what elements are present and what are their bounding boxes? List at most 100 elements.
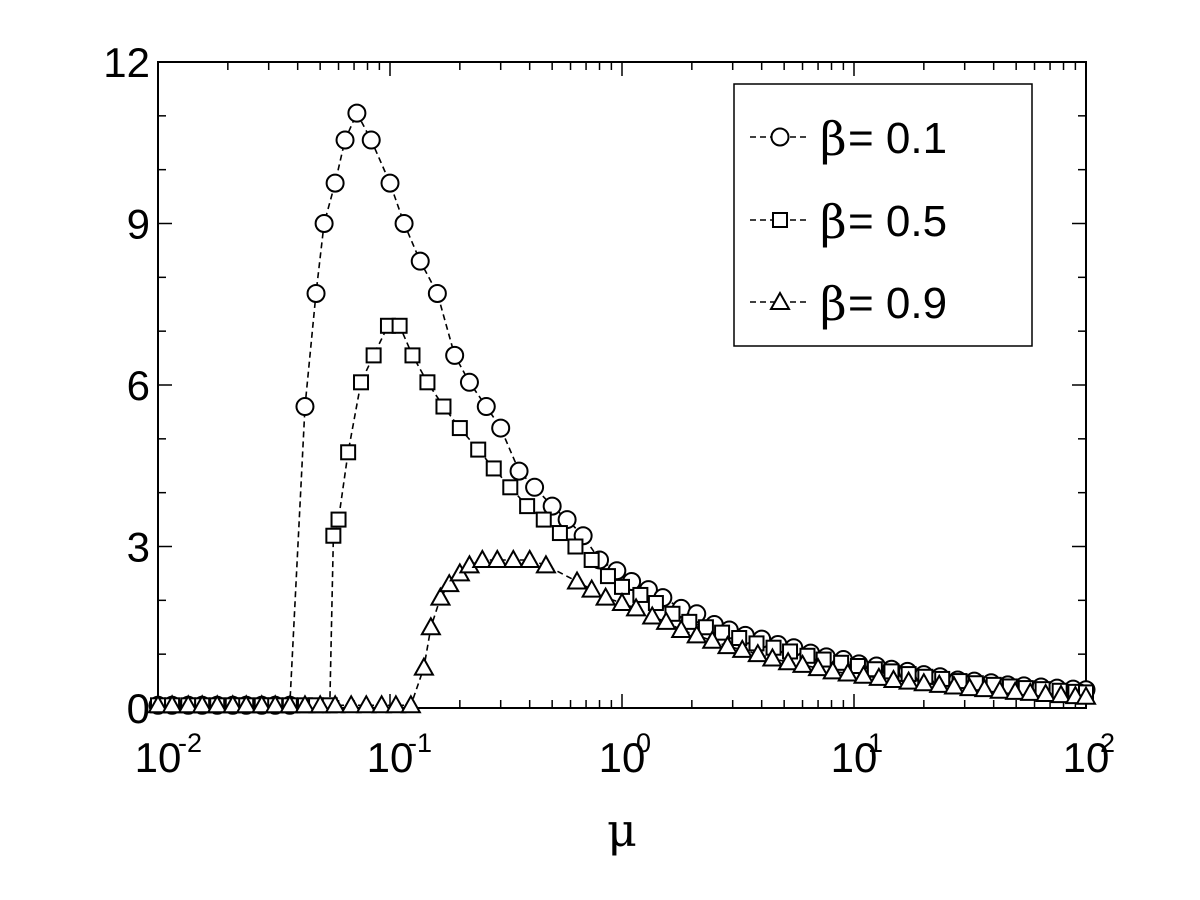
y-tick-label: 0 <box>127 685 150 732</box>
legend-marker-3 <box>769 290 791 310</box>
data-point-series-2 <box>551 525 568 542</box>
data-point-series-3 <box>791 653 814 673</box>
x-tick-exponent: 0 <box>636 728 651 758</box>
data-point-series-1 <box>335 130 355 150</box>
x-tick-label: 10 <box>831 734 878 781</box>
data-point-series-3 <box>1050 684 1072 704</box>
legend-label-2: = 0.5 <box>848 197 947 246</box>
data-point-series-3 <box>716 635 739 655</box>
y-tick-label: 12 <box>103 39 150 86</box>
data-point-series-3 <box>420 616 442 636</box>
legend-symbol-2: β <box>820 195 847 249</box>
x-axis-tick-labels: 10-2 10-1 100 101 102 <box>135 728 1115 781</box>
data-point-series-1 <box>347 103 367 123</box>
data-point-series-1 <box>295 397 315 417</box>
data-point-series-3 <box>928 673 950 693</box>
data-point-series-1 <box>361 130 381 150</box>
data-point-series-3 <box>413 656 435 676</box>
x-tick-label: 10 <box>135 734 182 781</box>
data-point-series-3 <box>177 694 199 714</box>
data-point-series-3 <box>1019 681 1041 701</box>
data-point-series-2 <box>697 619 714 636</box>
data-point-series-3 <box>580 578 603 598</box>
data-point-series-1 <box>509 461 529 481</box>
data-point-series-3 <box>989 679 1011 699</box>
data-point-series-1 <box>542 496 562 516</box>
data-point-series-2 <box>353 374 370 391</box>
data-point-series-3 <box>852 664 875 684</box>
data-point-series-2 <box>583 551 600 568</box>
data-point-series-1 <box>325 173 345 193</box>
data-point-series-1 <box>314 214 334 233</box>
data-point-series-3 <box>222 694 244 714</box>
data-point-series-2 <box>404 347 421 364</box>
data-point-series-2 <box>599 568 616 585</box>
x-tick-exponent: 2 <box>1100 728 1115 758</box>
data-point-series-3 <box>251 694 273 714</box>
data-point-series-3 <box>670 618 692 638</box>
data-point-series-3 <box>777 651 799 671</box>
x-axis-title: μ <box>607 803 637 857</box>
legend-label-1: = 0.1 <box>848 114 947 163</box>
data-point-series-3 <box>206 694 228 714</box>
data-point-series-2 <box>365 347 382 364</box>
data-point-series-3 <box>294 694 316 714</box>
x-tick-label: 10 <box>599 734 646 781</box>
data-point-series-3 <box>731 638 754 658</box>
axis-ticks <box>157 61 1087 709</box>
x-tick-exponent: 1 <box>868 728 883 758</box>
data-point-series-2 <box>614 578 630 595</box>
x-tick-label: 10 <box>367 734 414 781</box>
data-point-series-3 <box>438 573 460 593</box>
data-point-series-3 <box>502 548 525 568</box>
data-point-series-3 <box>973 678 996 698</box>
data-point-series-2 <box>502 479 519 496</box>
data-point-series-1 <box>459 372 479 392</box>
data-point-series-3 <box>191 694 213 714</box>
y-tick-label: 6 <box>127 362 150 409</box>
legend: β = 0.1β = 0.5β = 0.9 <box>733 83 1033 347</box>
data-point-series-3 <box>943 675 965 695</box>
data-point-series-3 <box>655 610 677 630</box>
data-point-series-3 <box>641 605 663 625</box>
data-point-series-3 <box>837 662 859 682</box>
data-point-series-3 <box>235 694 257 714</box>
data-point-series-3 <box>340 694 362 714</box>
data-point-series-3 <box>279 694 301 714</box>
data-point-series-2 <box>470 441 487 458</box>
data-point-series-2 <box>330 511 347 528</box>
data-point-series-3 <box>822 660 844 680</box>
data-point-series-3 <box>486 548 508 568</box>
data-point-series-3 <box>518 548 541 568</box>
data-point-series-3 <box>1004 680 1026 700</box>
data-point-series-3 <box>324 694 346 714</box>
data-point-series-3 <box>594 586 617 606</box>
data-point-series-3 <box>701 629 723 649</box>
data-point-series-3 <box>429 586 452 606</box>
data-point-series-1 <box>410 251 430 271</box>
data-point-series-3 <box>625 597 647 617</box>
data-point-series-1 <box>445 345 465 365</box>
data-point-series-2 <box>340 444 357 461</box>
data-point-series-2 <box>419 374 436 391</box>
legend-symbol-1: β <box>820 112 847 166</box>
data-point-series-1 <box>491 418 511 438</box>
data-point-series-3 <box>385 694 407 714</box>
data-point-series-3 <box>761 647 784 667</box>
data-point-series-3 <box>355 694 377 714</box>
data-point-series-3 <box>566 570 588 590</box>
data-point-series-3 <box>309 694 331 714</box>
data-point-series-2 <box>632 586 649 603</box>
data-point-series-2 <box>714 624 731 641</box>
y-tick-label: 3 <box>127 524 150 571</box>
data-point-series-3 <box>535 554 557 574</box>
data-point-series-1 <box>525 477 545 497</box>
data-point-series-3 <box>161 694 183 714</box>
data-point-series-3 <box>882 668 905 689</box>
data-point-series-3 <box>958 677 981 697</box>
data-point-series-3 <box>868 666 890 686</box>
data-point-series-3 <box>1075 685 1097 705</box>
data-point-series-2 <box>567 538 584 555</box>
data-point-series-1 <box>427 283 447 303</box>
